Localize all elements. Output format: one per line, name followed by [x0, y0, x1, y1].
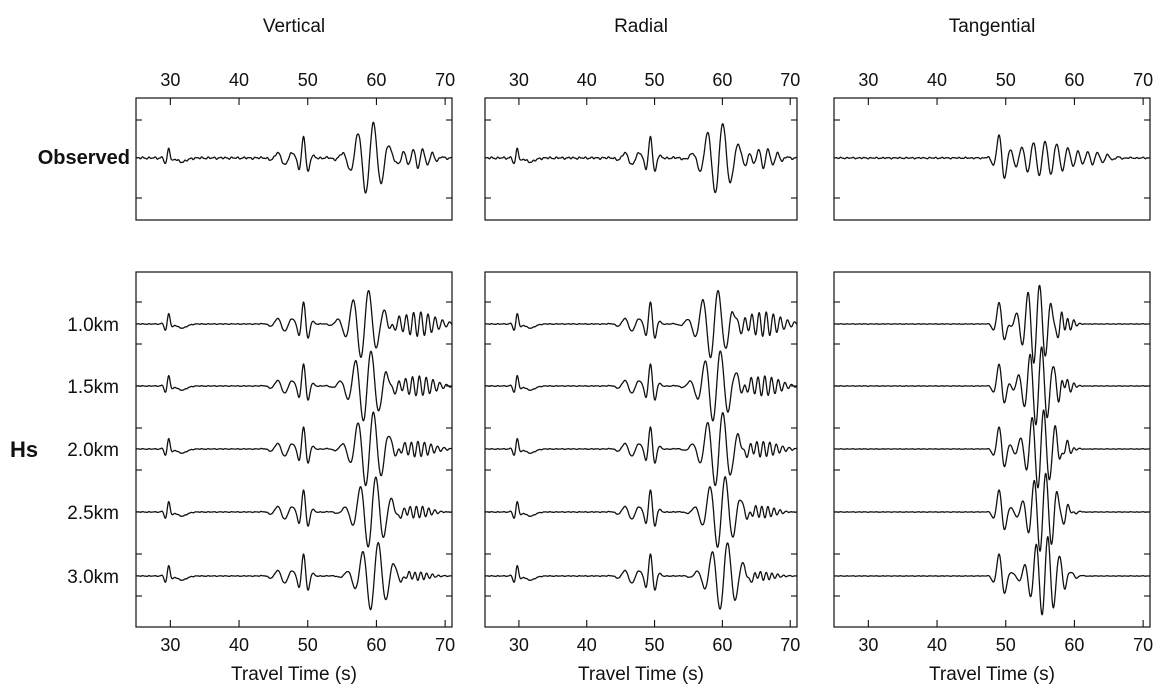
model-trace-tangential-2.5km [833, 472, 1151, 552]
bottom-tick-label-vertical: 40 [229, 635, 249, 655]
x-axis-label-tangential: Travel Time (s) [929, 664, 1055, 685]
observed-trace-vertical [135, 121, 453, 194]
top-tick-label-radial: 40 [577, 70, 597, 90]
observed-frame-tangential [833, 97, 1151, 221]
bottom-tick-label-tangential: 50 [996, 635, 1016, 655]
bottom-tick-label-vertical: 30 [160, 635, 180, 655]
top-tick-label-vertical: 70 [435, 70, 455, 90]
model-trace-tangential-2.0km [833, 409, 1151, 489]
top-tick-label-tangential: 40 [927, 70, 947, 90]
model-trace-vertical-3.0km [135, 542, 453, 611]
x-axis-label-vertical: Travel Time (s) [231, 664, 357, 685]
bottom-tick-label-radial: 60 [712, 635, 732, 655]
top-tick-label-radial: 30 [509, 70, 529, 90]
model-trace-tangential-3.0km [833, 536, 1151, 616]
model-trace-radial-2.5km [484, 476, 798, 548]
top-tick-label-radial: 50 [645, 70, 665, 90]
bottom-tick-label-radial: 50 [645, 635, 665, 655]
model-trace-radial-3.0km [484, 542, 798, 610]
model-trace-vertical-2.0km [135, 411, 453, 487]
bottom-tick-label-tangential: 30 [858, 635, 878, 655]
model-value-label: 2.0km [67, 440, 119, 461]
top-tick-label-tangential: 70 [1133, 70, 1153, 90]
model-trace-tangential-1.0km [833, 284, 1151, 364]
top-tick-label-tangential: 60 [1064, 70, 1084, 90]
bottom-tick-label-vertical: 50 [298, 635, 318, 655]
top-tick-label-vertical: 30 [160, 70, 180, 90]
model-trace-vertical-2.5km [135, 476, 453, 548]
top-tick-label-vertical: 40 [229, 70, 249, 90]
top-tick-label-vertical: 60 [366, 70, 386, 90]
observed-trace-radial [484, 123, 798, 194]
top-tick-label-vertical: 50 [298, 70, 318, 90]
top-tick-label-radial: 60 [712, 70, 732, 90]
observed-label: Observed [38, 147, 130, 169]
bottom-tick-label-vertical: 60 [366, 635, 386, 655]
x-axis-label-radial: Travel Time (s) [578, 664, 704, 685]
bottom-tick-label-vertical: 70 [435, 635, 455, 655]
bottom-tick-label-radial: 30 [509, 635, 529, 655]
model-trace-vertical-1.5km [135, 350, 453, 422]
panel-title-tangential: Tangential [949, 16, 1036, 37]
top-tick-label-radial: 70 [780, 70, 800, 90]
model-parameter-label: Hs [10, 437, 38, 462]
model-trace-radial-2.0km [484, 412, 798, 487]
bottom-tick-label-tangential: 60 [1064, 635, 1084, 655]
observed-trace-tangential [833, 134, 1151, 179]
observed-frame-vertical [135, 97, 453, 221]
model-value-label: 1.0km [67, 315, 119, 336]
model-value-label: 1.5km [67, 377, 119, 398]
bottom-tick-label-tangential: 40 [927, 635, 947, 655]
observed-frame-radial [484, 97, 798, 221]
bottom-tick-label-radial: 70 [780, 635, 800, 655]
model-value-label: 3.0km [67, 567, 119, 588]
model-trace-radial-1.0km [484, 290, 798, 359]
model-trace-vertical-1.0km [135, 290, 453, 358]
top-tick-label-tangential: 50 [996, 70, 1016, 90]
model-trace-radial-1.5km [484, 350, 798, 422]
panel-title-radial: Radial [614, 16, 668, 37]
top-tick-label-tangential: 30 [858, 70, 878, 90]
panel-title-vertical: Vertical [263, 16, 325, 37]
model-value-label: 2.5km [67, 503, 119, 524]
bottom-tick-label-tangential: 70 [1133, 635, 1153, 655]
model-trace-tangential-1.5km [833, 346, 1151, 426]
bottom-tick-label-radial: 40 [577, 635, 597, 655]
